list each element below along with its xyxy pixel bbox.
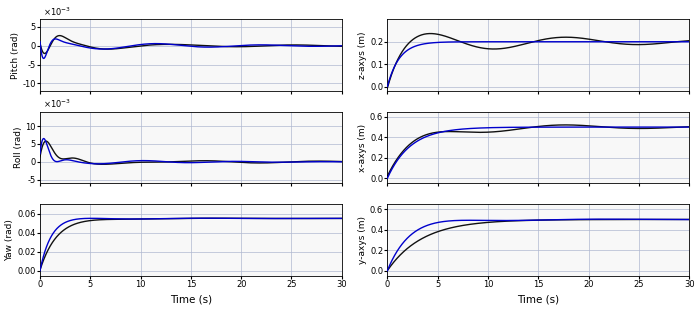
X-axis label: Time (s): Time (s) xyxy=(517,294,559,304)
Y-axis label: z-axys (m): z-axys (m) xyxy=(358,31,368,79)
Y-axis label: Pitch (rad): Pitch (rad) xyxy=(10,32,20,79)
Text: $\times10^{-3}$: $\times10^{-3}$ xyxy=(43,6,71,18)
Y-axis label: x-axys (m): x-axys (m) xyxy=(358,123,368,172)
X-axis label: Time (s): Time (s) xyxy=(170,294,212,304)
Y-axis label: Roll (rad): Roll (rad) xyxy=(13,127,22,168)
Y-axis label: Yaw (rad): Yaw (rad) xyxy=(6,219,15,261)
Y-axis label: y-axys (m): y-axys (m) xyxy=(358,216,368,264)
Text: $\times10^{-3}$: $\times10^{-3}$ xyxy=(43,98,71,110)
